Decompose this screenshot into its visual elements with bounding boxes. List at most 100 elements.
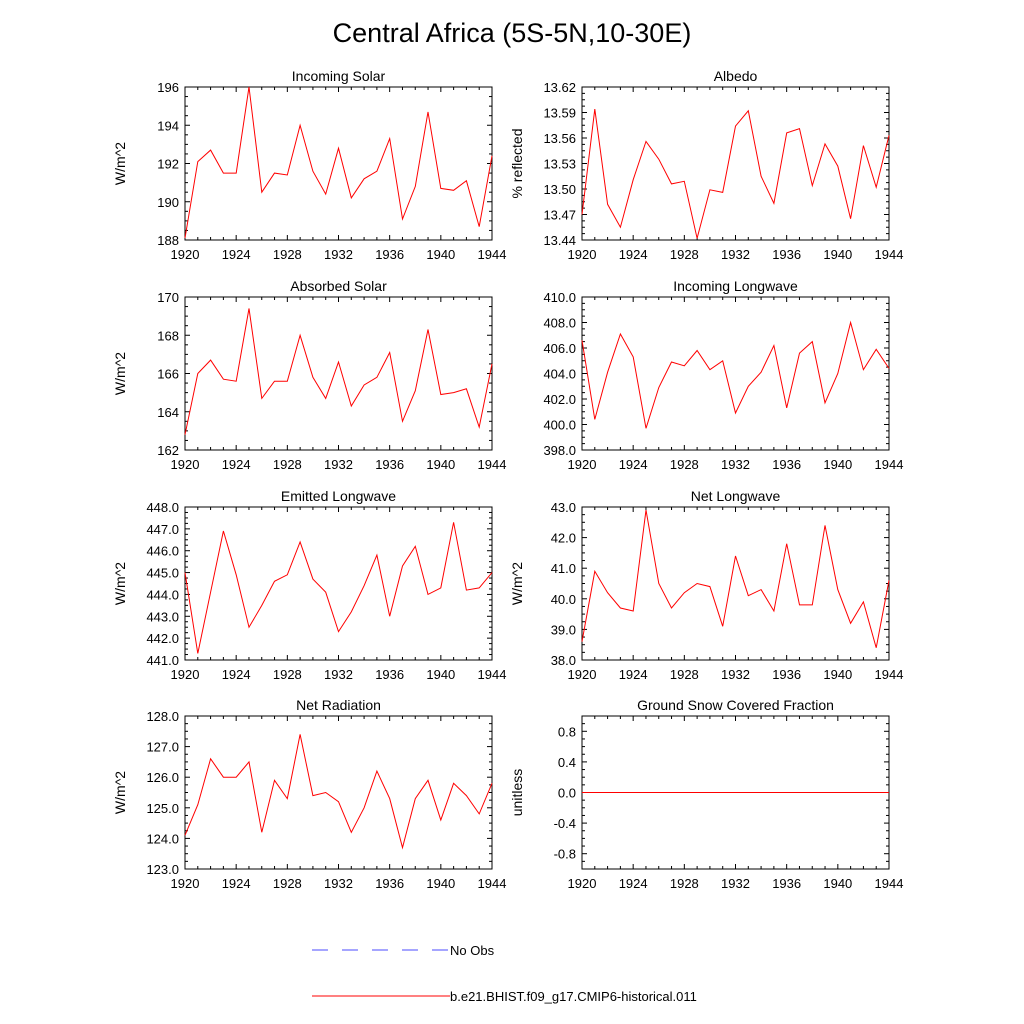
x-tick-label: 1932: [721, 667, 750, 682]
x-tick-label: 1940: [426, 247, 455, 262]
panel-title: Absorbed Solar: [290, 278, 387, 294]
x-tick-label: 1920: [171, 876, 200, 891]
y-tick-label: 41.0: [551, 561, 576, 576]
y-tick-label: 40.0: [551, 592, 576, 607]
y-tick-label: 42.0: [551, 531, 576, 546]
panel-2: Albedo % reflected 1920 1924 1928 1932 1936 194…: [509, 68, 903, 262]
y-tick-label: 402.0: [543, 392, 576, 407]
series-line: [581, 109, 890, 239]
x-tick-label: 1940: [426, 457, 455, 472]
panel-title: Emitted Longwave: [281, 488, 396, 504]
series-line: [184, 308, 493, 435]
y-tick-label: 445.0: [146, 566, 179, 581]
series-line: [184, 734, 493, 850]
y-tick-label: 444.0: [146, 587, 179, 602]
panel-title: Incoming Longwave: [673, 278, 798, 294]
series-line: [184, 86, 493, 239]
x-tick-label: 1928: [670, 876, 699, 891]
legend: No Obs b.e21.BHIST.f09_g17.CMIP6-histori…: [312, 943, 697, 1004]
x-tick-label: 1924: [222, 667, 251, 682]
plot-frame: [184, 86, 493, 241]
x-tick-label: 1928: [273, 876, 302, 891]
plot-frame: [184, 506, 493, 661]
x-tick-label: 1944: [478, 876, 507, 891]
panel-1: Incoming Solar W/m^2 1920 1924 1928 1932 1936 1…: [112, 68, 506, 262]
y-tick-label: 0.4: [558, 755, 576, 770]
x-tick-label: 1936: [375, 876, 404, 891]
y-tick-label: 190: [157, 195, 179, 210]
x-tick-label: 1932: [324, 247, 353, 262]
y-axis-label: % reflected: [509, 128, 525, 198]
x-tick-label: 1944: [478, 247, 507, 262]
panel-title: Net Longwave: [691, 488, 781, 504]
x-tick-label: 1944: [875, 876, 904, 891]
y-tick-label: 127.0: [146, 740, 179, 755]
y-tick-label: 39.0: [551, 622, 576, 637]
y-tick-label: 38.0: [551, 653, 576, 668]
y-tick-label: 448.0: [146, 500, 179, 515]
y-tick-label: 125.0: [146, 801, 179, 816]
x-tick-label: 1920: [171, 247, 200, 262]
panel-title: Net Radiation: [296, 697, 381, 713]
y-tick-label: 406.0: [543, 341, 576, 356]
y-axis-label: W/m^2: [112, 142, 128, 185]
y-axis-label: unitless: [509, 769, 525, 816]
y-axis-label: W/m^2: [112, 562, 128, 605]
y-axis-label: W/m^2: [112, 352, 128, 395]
x-tick-label: 1920: [568, 247, 597, 262]
x-tick-label: 1920: [568, 876, 597, 891]
y-tick-label: 164: [157, 405, 179, 420]
x-tick-label: 1932: [324, 667, 353, 682]
y-tick-label: 168: [157, 328, 179, 343]
x-tick-label: 1920: [568, 667, 597, 682]
x-tick-label: 1936: [772, 876, 801, 891]
y-tick-label: 170: [157, 290, 179, 305]
figure-title: Central Africa (5S-5N,10-30E): [333, 18, 692, 48]
y-tick-label: 0.8: [558, 724, 576, 739]
panel-title: Incoming Solar: [292, 68, 386, 84]
y-tick-label: 13.56: [543, 131, 576, 146]
series-line: [184, 522, 493, 654]
y-tick-label: 126.0: [146, 770, 179, 785]
x-tick-label: 1940: [823, 457, 852, 472]
x-tick-label: 1928: [273, 667, 302, 682]
y-tick-label: 13.59: [543, 106, 576, 121]
y-tick-label: 446.0: [146, 544, 179, 559]
x-tick-label: 1932: [324, 876, 353, 891]
y-tick-label: 398.0: [543, 443, 576, 458]
series-line: [581, 510, 890, 648]
y-tick-label: 188: [157, 233, 179, 248]
panel-3: Absorbed Solar W/m^2 1920 1924 1928 1932 1936 1…: [112, 278, 506, 472]
panel-6: Net Longwave W/m^2 1920 1924 1928 1932 1936 194…: [509, 488, 903, 682]
y-tick-label: 13.44: [543, 233, 576, 248]
x-tick-label: 1924: [619, 457, 648, 472]
x-tick-label: 1928: [273, 457, 302, 472]
x-tick-label: 1944: [478, 667, 507, 682]
x-tick-label: 1924: [222, 457, 251, 472]
x-tick-label: 1920: [568, 457, 597, 472]
x-tick-label: 1936: [772, 457, 801, 472]
y-tick-label: 443.0: [146, 609, 179, 624]
y-tick-label: 400.0: [543, 418, 576, 433]
y-tick-label: 123.0: [146, 862, 179, 877]
panel-title: Ground Snow Covered Fraction: [637, 697, 834, 713]
y-axis-label: W/m^2: [509, 562, 525, 605]
panel-7: Net Radiation W/m^2 1920 1924 1928 1932 1936 19…: [112, 697, 506, 891]
x-tick-label: 1940: [823, 667, 852, 682]
y-tick-label: 13.47: [543, 208, 576, 223]
plot-frame: [184, 296, 493, 451]
x-tick-label: 1944: [875, 247, 904, 262]
y-tick-label: 128.0: [146, 709, 179, 724]
panel-title: Albedo: [714, 68, 758, 84]
y-tick-label: 447.0: [146, 522, 179, 537]
x-tick-label: 1932: [721, 457, 750, 472]
y-tick-label: 13.50: [543, 182, 576, 197]
x-tick-label: 1936: [772, 667, 801, 682]
panels: Incoming Solar W/m^2 1920 1924 1928 1932 1936 1…: [112, 68, 903, 891]
legend-obs-label: No Obs: [450, 943, 495, 958]
plot-frame: [581, 86, 890, 241]
x-tick-label: 1944: [478, 457, 507, 472]
x-tick-label: 1940: [823, 876, 852, 891]
x-tick-label: 1940: [823, 247, 852, 262]
